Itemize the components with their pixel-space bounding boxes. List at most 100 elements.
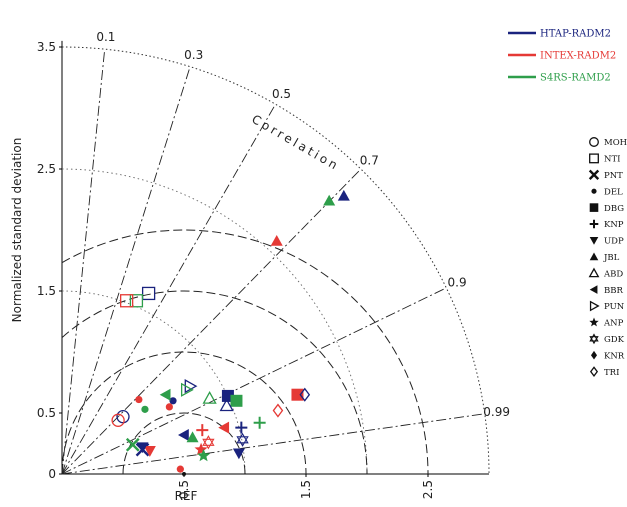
data-point-nti: [120, 294, 134, 308]
marker-shape: [186, 431, 199, 443]
legend-site-label: JBL: [603, 253, 620, 263]
marker-shape: [136, 442, 149, 454]
legend-site-label: MOH: [604, 138, 627, 148]
data-point-jbl: [270, 234, 283, 246]
rmsd-arc: [61, 290, 368, 475]
marker-shape: [291, 388, 304, 401]
marker-shape: [236, 432, 249, 447]
data-point-jbl: [323, 194, 336, 206]
data-point-knp: [196, 424, 209, 437]
data-point-del: [176, 465, 184, 473]
data-point-bbr: [178, 428, 189, 441]
data-point-pnt: [125, 437, 140, 452]
data-point-bbr: [159, 388, 171, 401]
marker-shape: [143, 446, 156, 457]
data-point-jbl: [337, 189, 350, 201]
std-arc: [61, 290, 246, 475]
legend-site-marker: [589, 366, 599, 377]
marker-shape: [589, 317, 599, 327]
y-tick-label: 3.5: [37, 40, 56, 54]
legend-site-marker: [590, 350, 598, 360]
legend-site-marker: [591, 188, 597, 194]
legend-site-marker: [589, 333, 599, 345]
legend-site-label: ABD: [603, 269, 623, 279]
data-point-jbl: [186, 431, 199, 443]
legend-site-marker: [588, 169, 600, 180]
legend-site-marker: [589, 285, 598, 294]
marker-shape: [589, 333, 599, 345]
data-point-knp: [253, 416, 266, 429]
legend-site-label: DEL: [604, 187, 623, 197]
data-point-del: [165, 403, 173, 411]
marker-shape: [202, 435, 215, 450]
marker-shape: [180, 382, 194, 397]
x-tick-label: 1.5: [299, 480, 313, 499]
marker-shape: [169, 397, 177, 405]
std-arc-outer: [61, 46, 490, 475]
legend-site-label: GDK: [604, 335, 625, 345]
marker-shape: [253, 416, 266, 429]
x-tick-label: 0.5: [177, 480, 191, 499]
corr-tick-label: 0.1: [96, 30, 115, 44]
tick-labels: 0.1 0.3 0.5 0.7 0.9 0.99 0 0.5 1.5 2.5 3.5 0.5 1.5 2.…: [37, 30, 510, 499]
rmsd-arc: [61, 229, 429, 475]
marker-shape: [589, 219, 599, 229]
y-tick-label: 0: [48, 467, 56, 481]
legend-site-label: TRI: [604, 368, 619, 378]
legend-model-label: S4RS-RAMD2: [540, 73, 611, 84]
data-point-bbr: [218, 421, 230, 434]
y-axis-title: Normalized standard deviation: [10, 138, 24, 323]
corr-ray: [61, 66, 191, 475]
marker-shape: [176, 465, 184, 473]
marker-shape: [218, 421, 230, 434]
ref-point: [182, 472, 186, 476]
legend-site-marker: [589, 203, 599, 212]
marker-shape: [232, 448, 245, 460]
marker-shape: [589, 252, 599, 261]
marker-shape: [323, 194, 336, 206]
legend-site-label: ANP: [603, 319, 624, 329]
legend-site-label: DBG: [604, 204, 624, 214]
y-tick-label: 1.5: [37, 284, 56, 298]
x-tick-label: 2.5: [421, 480, 435, 499]
legend-site-marker: [589, 252, 599, 261]
marker-shape: [299, 387, 311, 402]
legend-site-label: PUN: [604, 302, 625, 312]
ref-label: REF: [175, 489, 198, 503]
marker-shape: [588, 267, 600, 278]
marker-shape: [178, 428, 189, 441]
marker-shape: [194, 442, 208, 456]
legend-site-marker: [589, 236, 599, 245]
corr-tick-label: 0.7: [360, 153, 379, 167]
marker-shape: [230, 394, 243, 407]
data-point-moh: [111, 413, 125, 427]
marker-shape: [129, 294, 144, 308]
marker-shape: [591, 188, 597, 194]
marker-shape: [202, 391, 217, 404]
std-arc: [61, 168, 368, 475]
legend-site-marker: [588, 267, 600, 278]
data-point-del: [169, 397, 177, 405]
corr-ray: [61, 103, 276, 475]
data-point-gdk: [236, 432, 249, 447]
corr-ray: [61, 413, 485, 475]
marker-shape: [272, 403, 284, 418]
data-point-del: [141, 405, 149, 413]
marker-shape: [589, 137, 599, 147]
data-point-pun: [180, 382, 194, 397]
data-point-udp: [143, 446, 156, 457]
marker-shape: [589, 236, 599, 245]
marker-shape: [337, 189, 350, 201]
marker-shape: [589, 366, 599, 377]
legend-model-label: HTAP-RADM2: [540, 29, 611, 40]
grid-layer: [61, 40, 490, 475]
legend-site-marker: [589, 153, 599, 164]
data-point-del: [135, 395, 143, 404]
marker-shape: [141, 405, 149, 413]
data-point-abd: [219, 398, 234, 412]
legend-site-label: UDP: [604, 237, 624, 247]
corr-tick-label: 0.5: [272, 87, 291, 101]
data-point-gdk: [202, 435, 215, 450]
data-point-dbg: [291, 388, 304, 401]
